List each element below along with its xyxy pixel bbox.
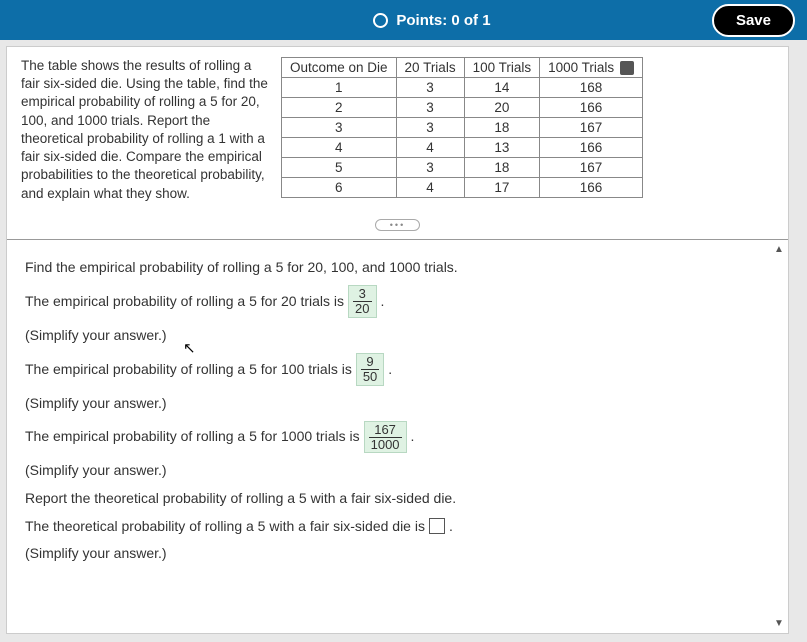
- col-1000: 1000 Trials: [540, 58, 643, 78]
- results-table: Outcome on Die 20 Trials 100 Trials 1000…: [281, 57, 643, 198]
- simplify-note: (Simplify your answer.): [25, 544, 766, 564]
- fraction-100[interactable]: 9 50: [356, 353, 384, 385]
- fraction-20[interactable]: 3 20: [348, 285, 376, 317]
- answer-1000: The empirical probability of rolling a 5…: [25, 421, 766, 453]
- theoretical-line: The theoretical probability of rolling a…: [25, 517, 766, 537]
- points-label: Points: 0 of 1: [396, 12, 490, 29]
- section-divider: •••: [7, 211, 788, 239]
- simplify-note: (Simplify your answer.): [25, 326, 766, 346]
- col-outcome: Outcome on Die: [282, 58, 397, 78]
- points-indicator: Points: 0 of 1: [12, 12, 692, 29]
- save-button[interactable]: Save: [712, 4, 795, 37]
- table-row: 6417166: [282, 178, 643, 198]
- question-upper: The table shows the results of rolling a…: [7, 47, 788, 211]
- table-row: 1314168: [282, 78, 643, 98]
- fraction-1000[interactable]: 167 1000: [364, 421, 407, 453]
- popout-icon[interactable]: [620, 61, 634, 75]
- answer-area: Find the empirical probability of rollin…: [7, 240, 788, 633]
- answer-20: The empirical probability of rolling a 5…: [25, 285, 766, 317]
- answer-input-box[interactable]: [429, 518, 445, 534]
- points-icon: [373, 13, 388, 28]
- table-header-row: Outcome on Die 20 Trials 100 Trials 1000…: [282, 58, 643, 78]
- answer-100: The empirical probability of rolling a 5…: [25, 353, 766, 385]
- question-panel: The table shows the results of rolling a…: [6, 46, 789, 634]
- col-20: 20 Trials: [396, 58, 464, 78]
- scroll-up-icon[interactable]: ▲: [772, 244, 786, 255]
- question-prompt: The table shows the results of rolling a…: [21, 57, 271, 203]
- dots-icon[interactable]: •••: [375, 219, 420, 231]
- top-bar: Points: 0 of 1 Save: [0, 0, 807, 40]
- table-row: 3318167: [282, 118, 643, 138]
- scroll-down-icon[interactable]: ▼: [772, 618, 786, 629]
- table-row: 5318167: [282, 158, 643, 178]
- col-100: 100 Trials: [464, 58, 540, 78]
- instruction-text: Find the empirical probability of rollin…: [25, 258, 766, 278]
- table-wrap: Outcome on Die 20 Trials 100 Trials 1000…: [281, 57, 643, 203]
- simplify-note: (Simplify your answer.): [25, 394, 766, 414]
- simplify-note: (Simplify your answer.): [25, 461, 766, 481]
- report-instruction: Report the theoretical probability of ro…: [25, 489, 766, 509]
- table-row: 4413166: [282, 138, 643, 158]
- table-row: 2320166: [282, 98, 643, 118]
